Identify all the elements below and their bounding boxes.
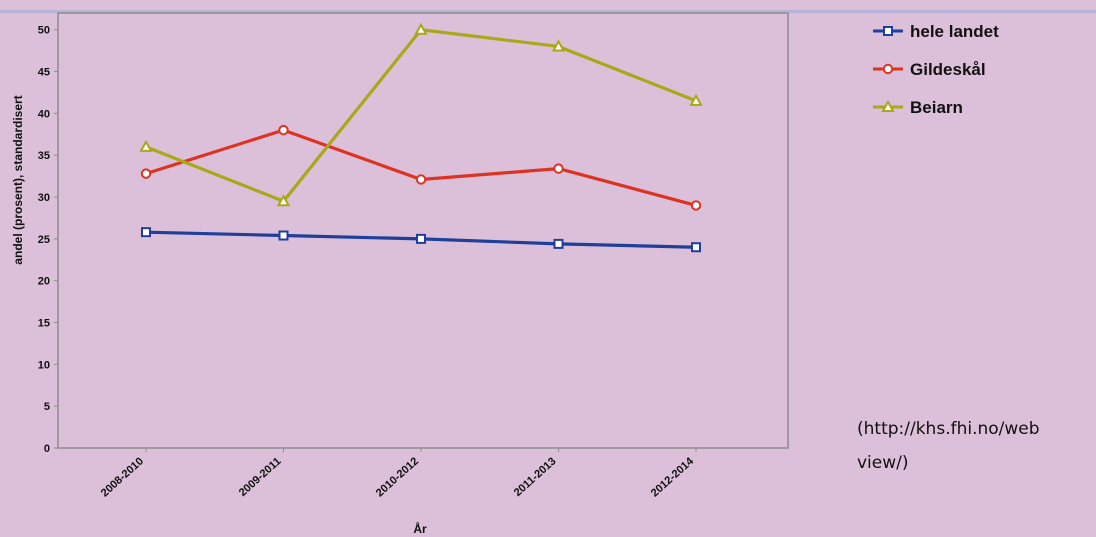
- y-tick-label: 40: [38, 108, 50, 120]
- y-tick-label: 45: [38, 67, 50, 79]
- legend-marker-icon: [882, 63, 894, 75]
- data-point-hele-landet: [416, 233, 426, 244]
- data-point-beiarn: [414, 22, 428, 35]
- x-tick-label: 2010-2012: [374, 455, 421, 499]
- legend-marker-icon: [881, 99, 895, 112]
- x-tick-label: 2008-2010: [99, 455, 146, 499]
- y-tick-label: 20: [38, 276, 50, 288]
- x-axis-label: År: [413, 521, 427, 536]
- data-point-beiarn: [551, 39, 566, 52]
- legend-label: hele landet: [910, 22, 999, 41]
- y-tick-label: 15: [38, 318, 50, 330]
- y-tick-label: 50: [38, 25, 50, 37]
- data-point-hele-landet: [141, 227, 151, 238]
- source-note-line-1: (http://khs.fhi.no/web: [857, 419, 1040, 439]
- x-tick-label: 2012-2014: [649, 455, 697, 500]
- data-point-beiarn: [139, 139, 153, 152]
- legend-label: Beiarn: [910, 98, 963, 117]
- legend-item-beiarn: Beiarn: [873, 98, 963, 117]
- data-point-hele-landet: [553, 238, 564, 249]
- y-tick-label: 10: [38, 359, 50, 371]
- data-point-gildesk-l: [553, 163, 564, 174]
- data-point-beiarn: [276, 194, 291, 207]
- data-point-gildesk-l: [278, 124, 289, 136]
- top-divider: [0, 10, 1096, 13]
- y-tick-label: 25: [38, 234, 50, 246]
- y-tick-label: 5: [44, 401, 50, 413]
- y-axis-ticks: 0 5 10 15 20 25 30 35 40 45 50: [38, 25, 58, 455]
- x-tick-label: 2011-2013: [512, 455, 559, 499]
- data-point-gildesk-l: [690, 200, 702, 211]
- data-point-gildesk-l: [140, 168, 152, 179]
- legend: hele landet Gildeskål Beiarn: [873, 22, 999, 117]
- data-point-beiarn: [689, 93, 703, 106]
- legend-label: Gildeskål: [910, 60, 986, 79]
- data-point-hele-landet: [278, 230, 289, 241]
- legend-marker-icon: [883, 26, 893, 36]
- y-tick-label: 0: [44, 443, 50, 455]
- source-note: (http://khs.fhi.no/web view/): [857, 412, 1093, 480]
- data-point-hele-landet: [691, 242, 701, 253]
- source-note-line-2: view/): [857, 453, 909, 473]
- data-point-gildesk-l: [415, 174, 427, 185]
- series-markers: [139, 22, 703, 253]
- legend-item-gildesk-l: Gildeskål: [873, 60, 986, 79]
- y-tick-label: 35: [38, 150, 50, 162]
- y-axis-label: andel (prosent), standardisert: [11, 95, 25, 264]
- y-tick-label: 30: [38, 192, 50, 204]
- plot-area: [57, 12, 789, 449]
- x-axis-ticks: 2008-2010 2009-2011 2010-2012 2011-2013 2012…: [99, 448, 697, 499]
- legend-item-hele-landet: hele landet: [873, 22, 999, 41]
- x-tick-label: 2009-2011: [237, 455, 284, 499]
